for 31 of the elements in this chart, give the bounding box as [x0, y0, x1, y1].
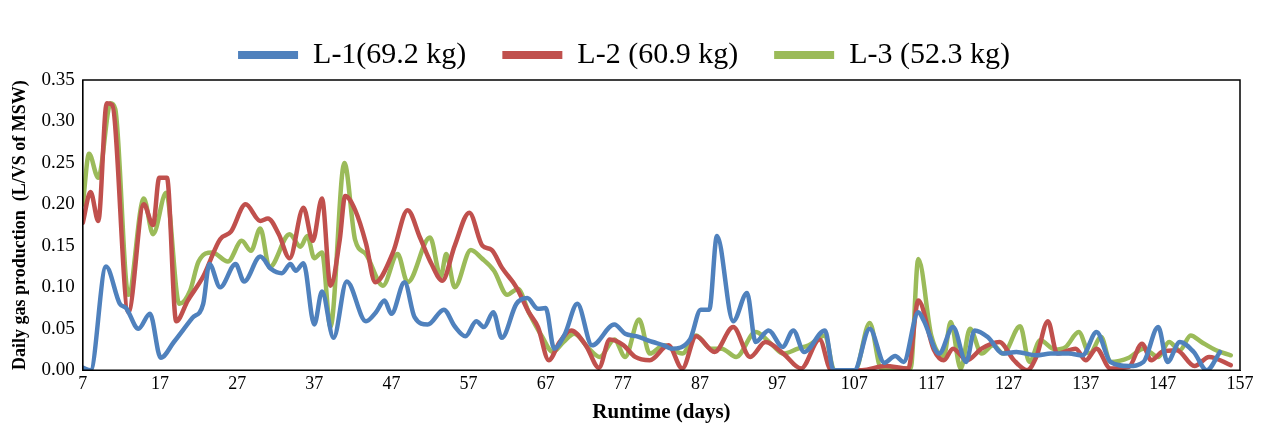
legend-label: L-3 (52.3 kg) — [849, 35, 1010, 70]
x-axis-title: Runtime (days) — [592, 398, 731, 423]
y-tick-label: 0.25 — [41, 150, 75, 172]
line-series — [82, 233, 1223, 371]
x-tick-label: 77 — [613, 372, 632, 393]
legend-label: L-1(69.2 kg) — [313, 35, 467, 70]
y-tick-label: 0.00 — [41, 358, 75, 380]
x-tick-label: 127 — [995, 372, 1023, 393]
y-tick-label: 0.15 — [41, 233, 75, 255]
x-tick-label: 7 — [78, 372, 88, 393]
y-tick-label: 0.20 — [41, 192, 75, 214]
x-tick-label: 47 — [382, 372, 401, 393]
x-tick-label: 117 — [918, 372, 945, 393]
x-tick-label: 27 — [228, 372, 247, 393]
x-tick-label: 87 — [691, 372, 709, 393]
x-tick-label: 107 — [840, 372, 868, 393]
line-series — [82, 100, 1233, 371]
legend-label: L-2 (60.9 kg) — [577, 35, 739, 70]
y-tick-label: 0.05 — [41, 316, 75, 338]
x-tick-label: 157 — [1226, 372, 1254, 393]
x-tick-label: 147 — [1149, 372, 1177, 393]
x-tick-label: 57 — [459, 372, 478, 393]
y-axis-title: Daily gas production (L/VS of MSW) — [9, 80, 31, 370]
y-tick-label: 0.35 — [41, 67, 75, 89]
x-tick-label: 37 — [305, 372, 324, 393]
x-tick-label: 67 — [536, 372, 555, 393]
x-tick-label: 137 — [1072, 372, 1100, 393]
y-tick-label: 0.30 — [41, 109, 75, 131]
y-tick-label: 0.10 — [41, 275, 75, 297]
x-tick-label: 17 — [150, 372, 169, 393]
x-tick-label: 97 — [768, 372, 787, 393]
